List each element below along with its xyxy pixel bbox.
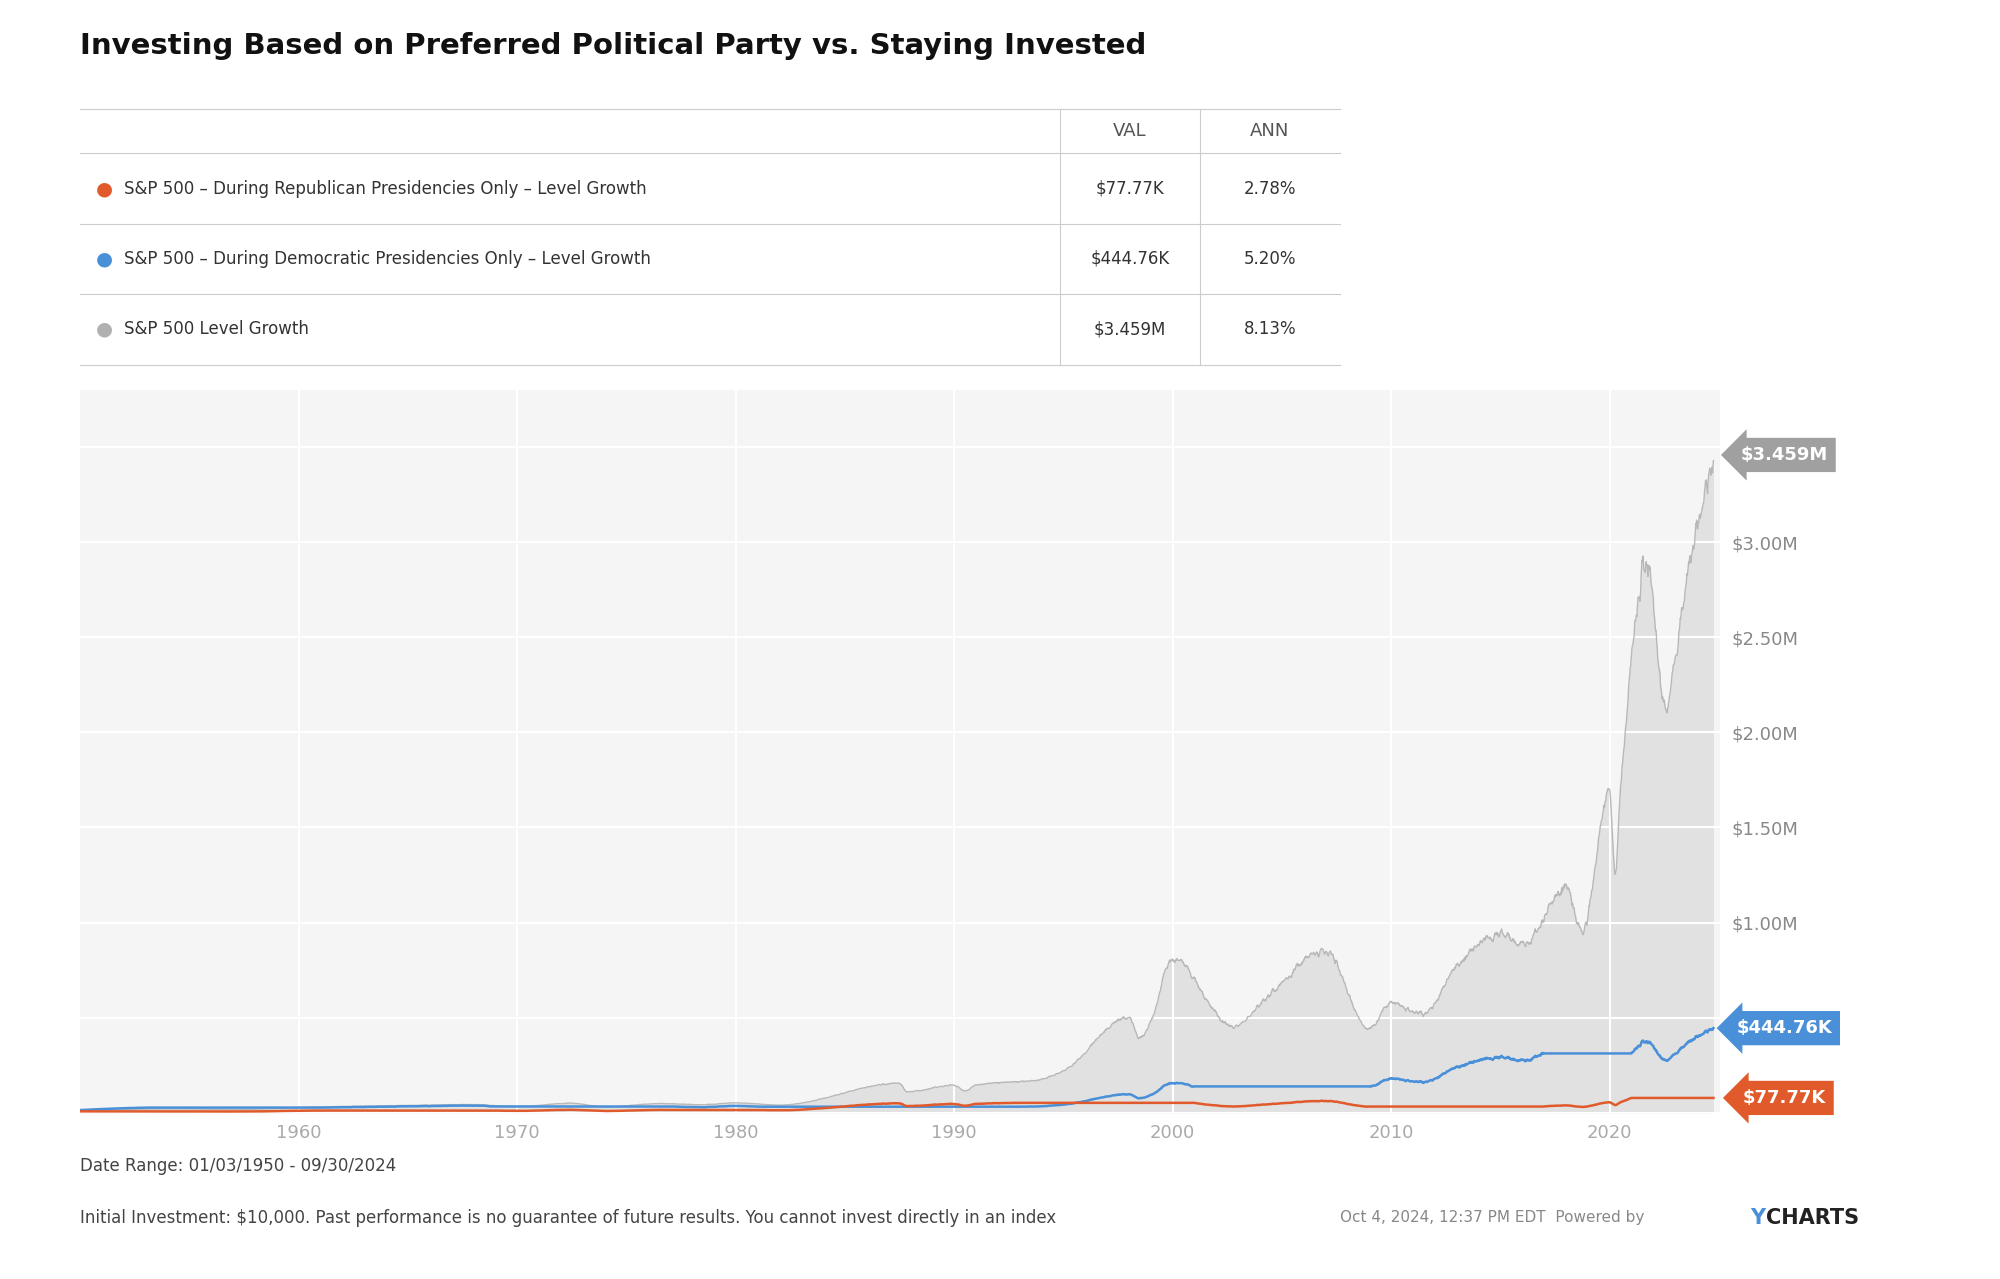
Text: 2.78%: 2.78% bbox=[1244, 179, 1296, 198]
Text: Y: Y bbox=[1750, 1207, 1766, 1228]
Text: $77.77K: $77.77K bbox=[1742, 1088, 1826, 1106]
Text: 5.20%: 5.20% bbox=[1244, 249, 1296, 269]
Text: $77.77K: $77.77K bbox=[1096, 179, 1164, 198]
Text: Oct 4, 2024, 12:37 PM EDT  Powered by: Oct 4, 2024, 12:37 PM EDT Powered by bbox=[1340, 1210, 1644, 1225]
Text: ANN: ANN bbox=[1250, 122, 1290, 141]
Text: VAL: VAL bbox=[1114, 122, 1146, 141]
Text: ●: ● bbox=[96, 179, 112, 198]
Text: Investing Based on Preferred Political Party vs. Staying Invested: Investing Based on Preferred Political P… bbox=[80, 32, 1146, 60]
Text: S&P 500 – During Democratic Presidencies Only – Level Growth: S&P 500 – During Democratic Presidencies… bbox=[124, 249, 650, 269]
Text: ●: ● bbox=[96, 320, 112, 339]
Text: Date Range: 01/03/1950 - 09/30/2024: Date Range: 01/03/1950 - 09/30/2024 bbox=[80, 1157, 396, 1175]
Text: S&P 500 – During Republican Presidencies Only – Level Growth: S&P 500 – During Republican Presidencies… bbox=[124, 179, 646, 198]
Text: S&P 500 Level Growth: S&P 500 Level Growth bbox=[124, 320, 308, 339]
Text: 8.13%: 8.13% bbox=[1244, 320, 1296, 339]
Text: $3.459M: $3.459M bbox=[1094, 320, 1166, 339]
Text: $444.76K: $444.76K bbox=[1736, 1019, 1832, 1037]
Text: $444.76K: $444.76K bbox=[1090, 249, 1170, 269]
Text: CHARTS: CHARTS bbox=[1766, 1207, 1860, 1228]
Text: ●: ● bbox=[96, 249, 112, 269]
Text: Initial Investment: $10,000. Past performance is no guarantee of future results.: Initial Investment: $10,000. Past perfor… bbox=[80, 1209, 1056, 1227]
Text: $3.459M: $3.459M bbox=[1740, 446, 1828, 464]
